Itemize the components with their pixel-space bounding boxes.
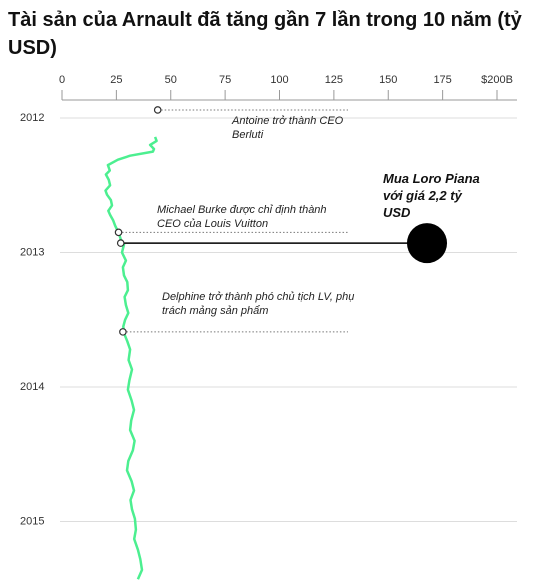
chart-title: Tài sản của Arnault đã tăng gần 7 lần tr… bbox=[8, 9, 522, 59]
y-tick-label: 2013 bbox=[20, 246, 44, 258]
event-marker bbox=[114, 228, 123, 237]
acquisition-bubble bbox=[406, 223, 448, 264]
x-tick-label: $200B bbox=[481, 74, 513, 86]
event-marker bbox=[153, 106, 162, 114]
x-tick-label: 0 bbox=[59, 74, 65, 86]
x-tick-label: 150 bbox=[379, 74, 397, 86]
event-label: Antoine trở thành CEO Berluti bbox=[232, 115, 344, 141]
x-tick-label: 125 bbox=[325, 74, 343, 86]
event-marker bbox=[119, 328, 127, 336]
event-marker bbox=[116, 239, 125, 247]
event-label: Mua Loro Piana với giá 2,2 tỷ USD bbox=[383, 171, 480, 220]
y-tick-label: 2015 bbox=[20, 515, 44, 527]
x-tick-label: 175 bbox=[433, 74, 451, 86]
x-tick-label: 100 bbox=[270, 74, 288, 86]
event-label: Michael Burke được chỉ định thành CEO củ… bbox=[157, 204, 327, 230]
x-tick-label: 50 bbox=[165, 74, 177, 86]
y-tick-label: 2012 bbox=[20, 112, 44, 124]
x-tick-label: 25 bbox=[110, 74, 122, 86]
x-tick-label: 75 bbox=[219, 74, 231, 86]
event-label: Delphine trở thành phó chủ tịch LV, phụ … bbox=[162, 291, 355, 317]
wealth-line bbox=[104, 136, 158, 580]
y-tick-label: 2014 bbox=[20, 381, 44, 393]
